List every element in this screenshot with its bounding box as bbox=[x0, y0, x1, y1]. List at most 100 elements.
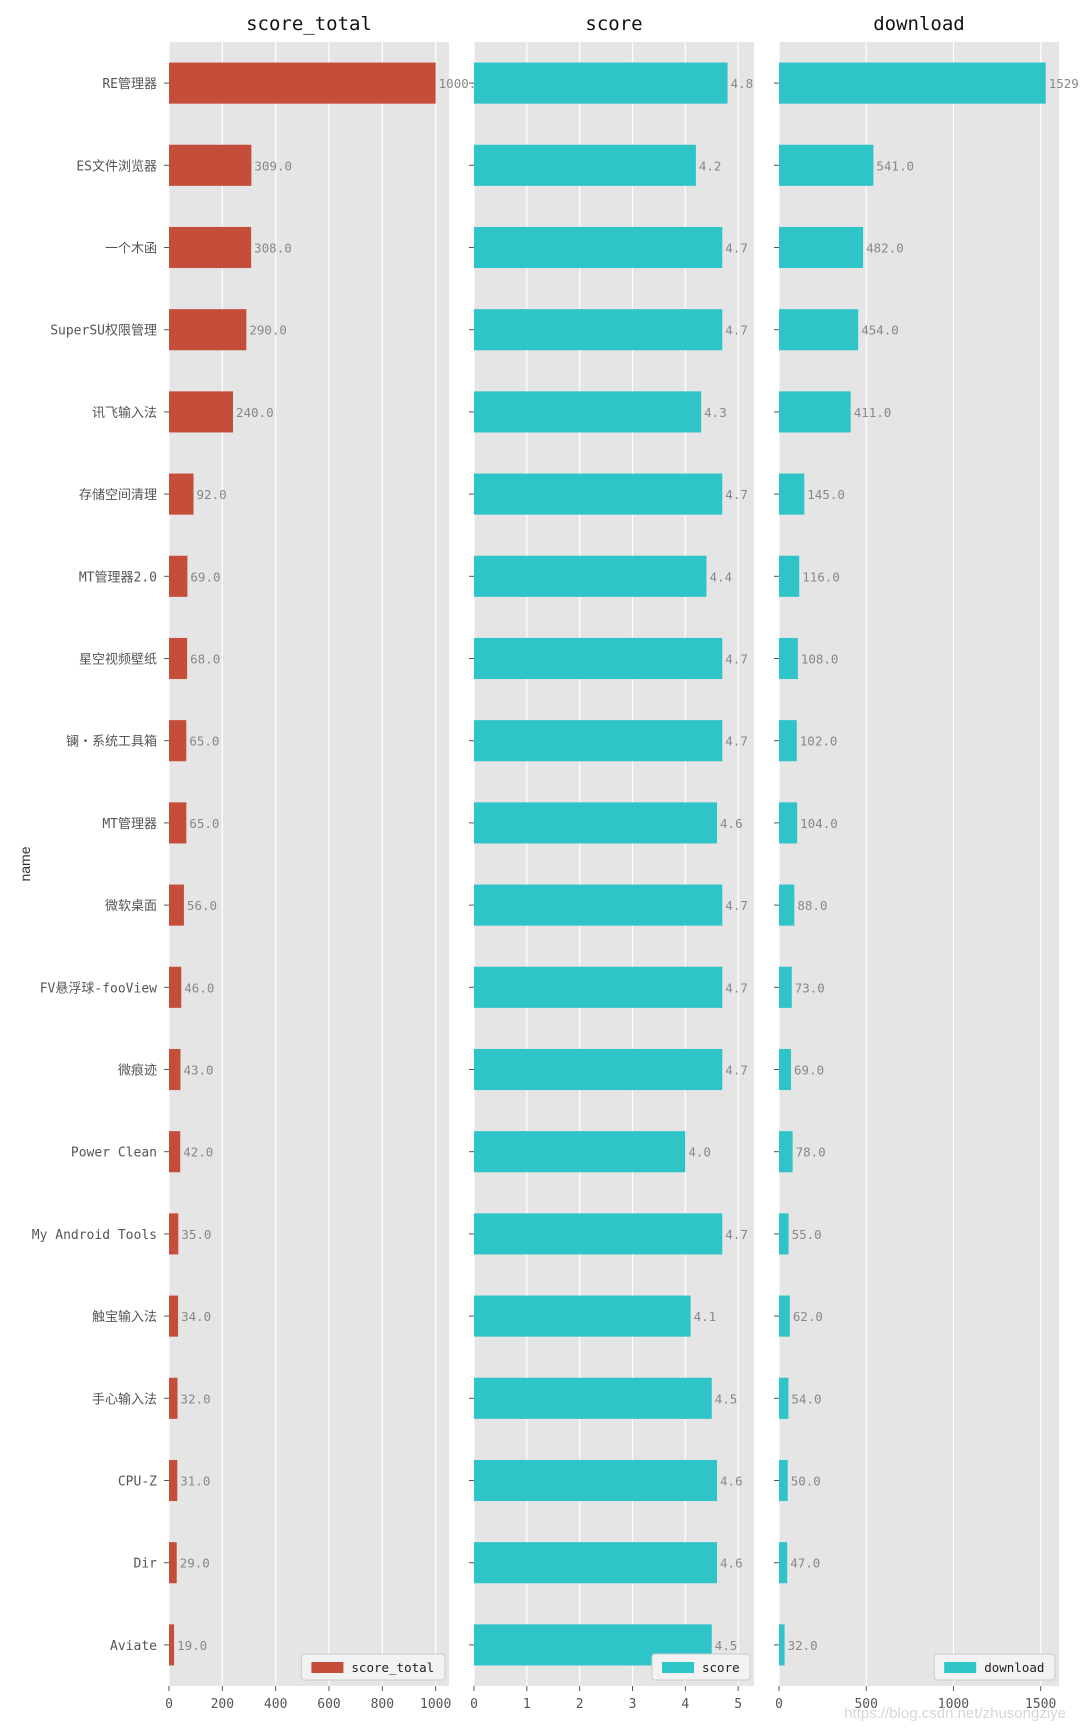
category-label: 讯飞输入法 bbox=[92, 405, 157, 421]
bar-value-label: 102.0 bbox=[800, 734, 838, 749]
bar-value-label: 290.0 bbox=[249, 323, 287, 338]
category-label: 一个木函 bbox=[105, 242, 157, 257]
bar bbox=[779, 802, 798, 844]
bar-value-label: 55.0 bbox=[792, 1227, 822, 1242]
bar-value-label: 4.7 bbox=[725, 652, 748, 667]
bar-value-label: 4.6 bbox=[720, 1556, 743, 1571]
bar bbox=[779, 720, 797, 762]
category-label: SuperSU权限管理 bbox=[50, 323, 157, 339]
legend-label: score_total bbox=[351, 1660, 434, 1675]
bar-value-label: 73.0 bbox=[795, 980, 825, 995]
x-tick-label: 4 bbox=[681, 1697, 689, 1712]
bar-value-label: 31.0 bbox=[180, 1474, 210, 1489]
bar-value-label: 4.6 bbox=[720, 816, 743, 831]
panel-background bbox=[779, 42, 1059, 1686]
bar bbox=[169, 309, 247, 351]
bar-value-label: 43.0 bbox=[183, 1063, 213, 1078]
bar-value-label: 4.5 bbox=[715, 1391, 738, 1406]
panel-download: download 1529.0 541.0 482.0 454.0 411.0 145.0 1… bbox=[774, 13, 1080, 1712]
bar-value-label: 42.0 bbox=[183, 1145, 213, 1160]
panel-title: score bbox=[585, 13, 642, 35]
x-tick-label: 400 bbox=[264, 1697, 287, 1712]
bar bbox=[779, 1542, 788, 1584]
category-label: 星空视频壁纸 bbox=[79, 653, 157, 668]
bar-value-label: 482.0 bbox=[866, 241, 904, 256]
bar bbox=[474, 1377, 712, 1419]
bar-value-label: 4.6 bbox=[720, 1474, 743, 1489]
bar bbox=[169, 637, 188, 680]
bar-value-label: 4.8 bbox=[731, 76, 754, 91]
bar bbox=[474, 309, 723, 351]
bar-value-label: 4.7 bbox=[725, 734, 748, 749]
bar bbox=[779, 1377, 789, 1419]
bar bbox=[474, 884, 723, 926]
bar bbox=[779, 884, 795, 926]
bar-value-label: 46.0 bbox=[184, 980, 214, 995]
bar bbox=[474, 62, 728, 104]
legend-box bbox=[933, 1653, 1056, 1681]
bar bbox=[169, 391, 233, 433]
bar bbox=[779, 62, 1046, 104]
bar-value-label: 411.0 bbox=[854, 405, 892, 420]
x-tick-label: 1000 bbox=[420, 1697, 451, 1712]
bar bbox=[169, 1213, 179, 1255]
bar-value-label: 19.0 bbox=[177, 1638, 207, 1653]
category-label: FV悬浮球-fooView bbox=[40, 981, 157, 996]
bar bbox=[779, 1213, 789, 1255]
bar-value-label: 32.0 bbox=[181, 1391, 211, 1406]
bar bbox=[169, 1048, 181, 1091]
bar bbox=[779, 966, 792, 1008]
bar bbox=[169, 1295, 179, 1337]
bar-value-label: 308.0 bbox=[254, 241, 292, 256]
bar bbox=[474, 1048, 723, 1091]
bar bbox=[779, 637, 798, 680]
bar-value-label: 88.0 bbox=[797, 898, 827, 913]
bar bbox=[169, 802, 187, 844]
bar bbox=[169, 720, 187, 762]
legend: score_total bbox=[300, 1653, 446, 1681]
category-label: CPU-Z bbox=[118, 1475, 157, 1490]
x-tick-label: 0 bbox=[775, 1697, 783, 1712]
bar-value-label: 4.7 bbox=[725, 241, 748, 256]
bar-value-label: 108.0 bbox=[801, 652, 839, 667]
bar-value-label: 4.7 bbox=[725, 980, 748, 995]
category-label: My Android Tools bbox=[32, 1228, 157, 1243]
bar-value-label: 4.0 bbox=[688, 1145, 711, 1160]
bar bbox=[474, 1131, 686, 1173]
x-tick-label: 3 bbox=[629, 1697, 637, 1712]
bar-value-label: 454.0 bbox=[861, 323, 899, 338]
watermark: https://blog.csdn.net/zhusongziye bbox=[844, 1705, 1066, 1722]
category-label: Aviate bbox=[110, 1639, 157, 1654]
bar bbox=[779, 226, 864, 269]
category-label: MT管理器2.0 bbox=[79, 570, 157, 585]
bar bbox=[474, 1295, 691, 1337]
bar-value-label: 116.0 bbox=[802, 569, 840, 584]
legend-label: download bbox=[984, 1660, 1044, 1675]
bar-value-label: 240.0 bbox=[236, 405, 274, 420]
bar-value-label: 145.0 bbox=[807, 487, 845, 502]
bar-value-label: 4.2 bbox=[699, 158, 722, 173]
bar-value-label: 4.7 bbox=[725, 1227, 748, 1242]
category-label: RE管理器 bbox=[102, 77, 157, 92]
bar-value-label: 32.0 bbox=[788, 1638, 818, 1653]
x-tick-label: 1 bbox=[523, 1697, 531, 1712]
bar bbox=[474, 1542, 718, 1584]
bar-value-label: 35.0 bbox=[181, 1227, 211, 1242]
y-axis-title: name bbox=[17, 846, 33, 881]
bar bbox=[474, 473, 723, 515]
bar-value-label: 34.0 bbox=[181, 1309, 211, 1324]
bar bbox=[169, 226, 252, 269]
bar-value-label: 65.0 bbox=[189, 816, 219, 831]
bar-value-label: 47.0 bbox=[790, 1556, 820, 1571]
category-label: Power Clean bbox=[71, 1146, 157, 1161]
bar-value-label: 69.0 bbox=[190, 569, 220, 584]
bar bbox=[779, 1624, 785, 1666]
bar bbox=[474, 637, 723, 680]
bar-value-label: 62.0 bbox=[793, 1309, 823, 1324]
bar bbox=[169, 884, 184, 926]
bar bbox=[169, 144, 252, 186]
x-tick-label: 0 bbox=[165, 1697, 173, 1712]
bar bbox=[779, 555, 800, 597]
category-label: ES文件浏览器 bbox=[76, 158, 157, 174]
